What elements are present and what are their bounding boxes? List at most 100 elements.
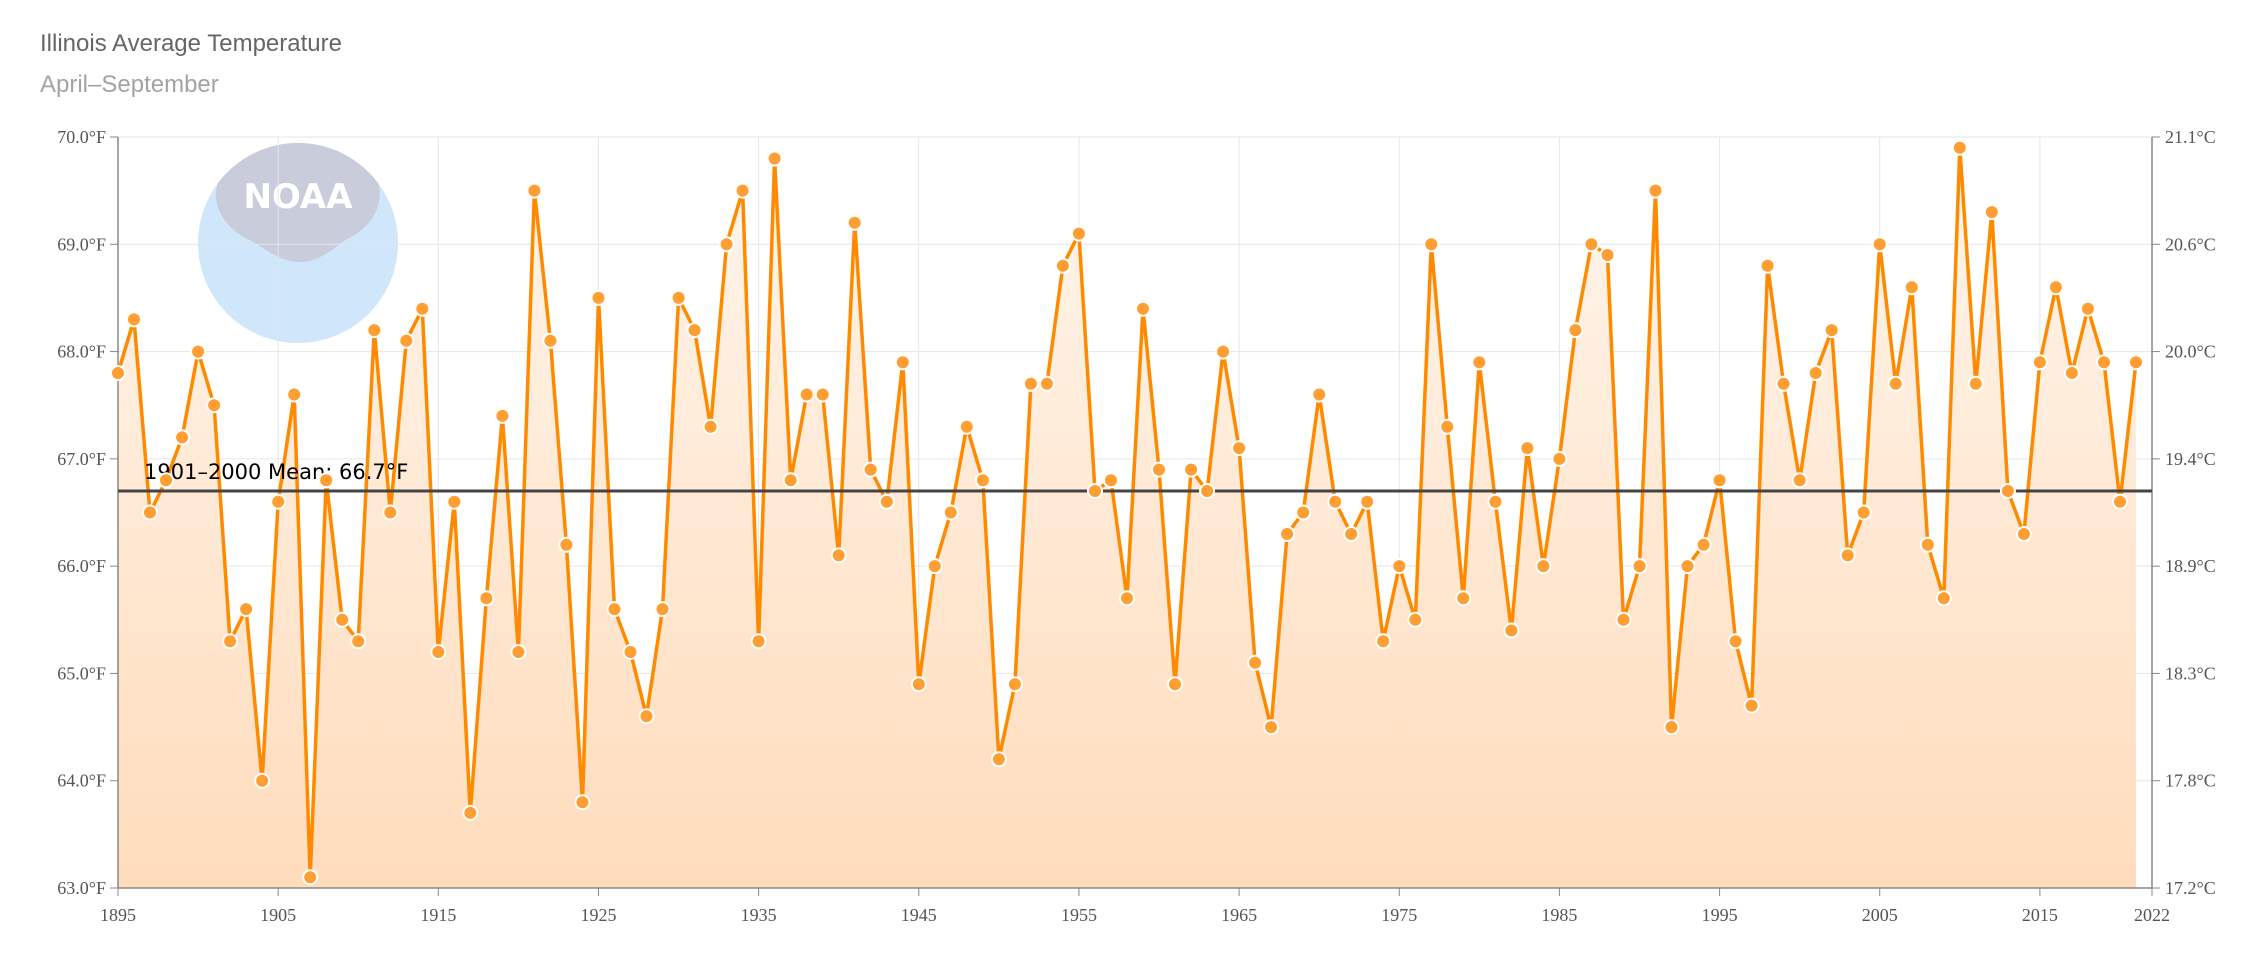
data-point-1958[interactable] <box>1119 590 1135 607</box>
data-point-2004[interactable] <box>1855 504 1872 521</box>
data-point-1939[interactable] <box>814 386 831 403</box>
data-point-1917[interactable] <box>462 804 479 821</box>
data-point-1957[interactable] <box>1103 472 1119 489</box>
data-point-1926[interactable] <box>606 601 623 618</box>
data-point-1995[interactable] <box>1711 472 1728 489</box>
data-point-1968[interactable] <box>1279 526 1296 542</box>
data-point-1972[interactable] <box>1343 526 1360 542</box>
data-point-1906[interactable] <box>286 386 303 403</box>
data-point-1996[interactable] <box>1727 633 1744 650</box>
data-point-1952[interactable] <box>1022 375 1039 392</box>
data-point-1930[interactable] <box>670 289 687 306</box>
data-point-2015[interactable] <box>2031 354 2048 371</box>
data-point-1951[interactable] <box>1006 676 1023 693</box>
data-point-1937[interactable] <box>782 472 799 489</box>
data-point-1955[interactable] <box>1070 225 1087 242</box>
data-point-1942[interactable] <box>862 461 879 478</box>
data-point-1903[interactable] <box>238 601 255 618</box>
data-point-1896[interactable] <box>126 311 142 328</box>
data-point-1925[interactable] <box>590 289 607 306</box>
data-point-2017[interactable] <box>2063 365 2080 381</box>
data-point-1990[interactable] <box>1631 558 1648 575</box>
data-point-1901[interactable] <box>206 397 223 414</box>
data-point-2000[interactable] <box>1791 472 1808 489</box>
data-point-1989[interactable] <box>1615 611 1632 628</box>
data-point-1909[interactable] <box>334 611 351 628</box>
data-point-1912[interactable] <box>382 504 399 521</box>
data-point-1946[interactable] <box>926 558 943 575</box>
data-point-1902[interactable] <box>222 633 239 650</box>
data-point-1916[interactable] <box>446 493 463 510</box>
data-point-1920[interactable] <box>510 644 527 660</box>
data-point-1924[interactable] <box>574 794 591 811</box>
data-point-1970[interactable] <box>1311 386 1328 403</box>
data-point-1960[interactable] <box>1151 461 1167 478</box>
data-point-1898[interactable] <box>158 472 174 489</box>
data-point-1950[interactable] <box>990 751 1007 768</box>
data-point-1961[interactable] <box>1167 676 1183 693</box>
data-point-1987[interactable] <box>1583 236 1600 253</box>
data-point-1921[interactable] <box>526 182 543 199</box>
data-point-2006[interactable] <box>1887 375 1904 392</box>
data-point-1932[interactable] <box>702 418 719 435</box>
data-point-1992[interactable] <box>1663 719 1680 736</box>
data-point-1980[interactable] <box>1471 354 1488 371</box>
data-point-1904[interactable] <box>254 772 271 789</box>
data-point-1907[interactable] <box>302 869 319 886</box>
data-point-1994[interactable] <box>1695 536 1712 553</box>
data-point-2016[interactable] <box>2047 279 2064 296</box>
data-point-1895[interactable] <box>110 365 126 381</box>
data-point-1965[interactable] <box>1231 440 1248 457</box>
data-point-1956[interactable] <box>1087 483 1103 499</box>
data-point-1938[interactable] <box>798 386 815 403</box>
data-point-1969[interactable] <box>1295 504 1312 521</box>
data-point-1919[interactable] <box>494 407 511 424</box>
data-point-1949[interactable] <box>974 472 991 489</box>
data-point-1986[interactable] <box>1567 322 1584 339</box>
data-point-1984[interactable] <box>1535 558 1552 575</box>
data-point-1940[interactable] <box>830 547 847 564</box>
data-point-1897[interactable] <box>142 504 158 521</box>
data-point-1941[interactable] <box>846 214 863 231</box>
data-point-2019[interactable] <box>2096 354 2112 371</box>
data-point-1966[interactable] <box>1247 654 1264 671</box>
data-point-1988[interactable] <box>1599 247 1616 263</box>
data-point-1948[interactable] <box>958 418 975 435</box>
data-point-2011[interactable] <box>1967 375 1984 392</box>
data-point-1944[interactable] <box>894 354 911 371</box>
data-point-1985[interactable] <box>1551 450 1568 467</box>
data-point-1927[interactable] <box>622 644 639 660</box>
data-point-1936[interactable] <box>766 150 783 167</box>
data-point-1964[interactable] <box>1215 343 1232 360</box>
data-point-1922[interactable] <box>542 332 559 349</box>
data-point-1934[interactable] <box>734 182 751 199</box>
data-point-1967[interactable] <box>1263 719 1280 736</box>
data-point-1908[interactable] <box>318 472 335 489</box>
data-point-1943[interactable] <box>878 493 895 510</box>
data-point-2001[interactable] <box>1807 365 1824 381</box>
data-point-1913[interactable] <box>398 332 415 349</box>
data-point-1962[interactable] <box>1183 461 1200 478</box>
data-point-1954[interactable] <box>1054 257 1071 274</box>
data-point-1979[interactable] <box>1455 590 1472 607</box>
data-point-1975[interactable] <box>1391 558 1408 575</box>
data-point-1910[interactable] <box>350 633 367 650</box>
data-point-2018[interactable] <box>2079 300 2096 317</box>
data-point-1915[interactable] <box>430 644 447 660</box>
data-point-2010[interactable] <box>1951 139 1968 156</box>
data-point-1973[interactable] <box>1359 493 1376 510</box>
data-point-1899[interactable] <box>174 429 191 446</box>
data-point-2002[interactable] <box>1823 322 1840 339</box>
data-point-2021[interactable] <box>2128 354 2144 371</box>
data-point-1959[interactable] <box>1135 300 1151 317</box>
data-point-1953[interactable] <box>1038 375 1055 392</box>
data-point-1933[interactable] <box>718 236 735 253</box>
data-point-1918[interactable] <box>478 590 495 607</box>
data-point-1999[interactable] <box>1775 375 1792 392</box>
data-point-1971[interactable] <box>1327 493 1344 510</box>
data-point-1947[interactable] <box>942 504 959 521</box>
data-point-1931[interactable] <box>686 322 703 339</box>
data-point-1923[interactable] <box>558 536 575 553</box>
data-point-1928[interactable] <box>638 708 655 725</box>
data-point-1977[interactable] <box>1423 236 1440 253</box>
